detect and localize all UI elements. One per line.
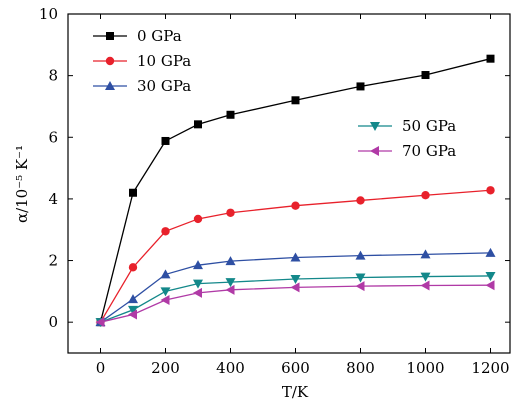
- legend-item: 0 GPa: [93, 27, 182, 45]
- data-point: [193, 279, 203, 289]
- x-tick-label: 400: [216, 359, 245, 377]
- y-tick-label: 10: [39, 5, 58, 23]
- data-point: [226, 208, 235, 217]
- data-point: [290, 252, 301, 262]
- data-point: [225, 284, 235, 295]
- legend-item: 30 GPa: [93, 77, 191, 95]
- data-point: [225, 278, 236, 288]
- y-tick-label: 6: [48, 128, 58, 146]
- data-point: [421, 71, 430, 80]
- data-point: [128, 305, 138, 315]
- data-point: [128, 309, 137, 320]
- data-point: [486, 54, 495, 63]
- data-point: [486, 186, 495, 195]
- data-point: [356, 196, 365, 205]
- data-point: [290, 275, 301, 285]
- data-point: [160, 269, 171, 279]
- data-point: [160, 294, 170, 305]
- series-30-gpa: [95, 247, 496, 327]
- data-point: [356, 82, 365, 91]
- data-point: [485, 247, 496, 257]
- y-tick-label: 2: [48, 252, 58, 270]
- data-point: [291, 201, 300, 210]
- data-point: [194, 120, 202, 129]
- legend-item: 10 GPa: [93, 52, 191, 70]
- data-point: [95, 317, 105, 328]
- data-point: [160, 287, 171, 297]
- x-tick-label: 800: [346, 359, 375, 377]
- x-tick-label: 600: [281, 359, 310, 377]
- data-point: [355, 281, 365, 292]
- data-point: [226, 110, 235, 119]
- legend-label: 10 GPa: [137, 52, 191, 70]
- data-point: [355, 250, 366, 260]
- data-point: [485, 280, 495, 291]
- legend-marker: [105, 56, 115, 66]
- data-point: [420, 249, 431, 259]
- data-point: [420, 280, 430, 291]
- data-point: [421, 191, 430, 200]
- y-tick-label: 0: [48, 313, 58, 331]
- data-point: [129, 188, 137, 197]
- data-point: [128, 263, 138, 272]
- legend-marker: [370, 122, 380, 131]
- y-tick-label: 4: [48, 190, 58, 208]
- legend-marker: [106, 32, 114, 40]
- x-tick-label: 1200: [471, 359, 509, 377]
- legend-marker: [105, 81, 115, 90]
- data-point: [355, 273, 366, 283]
- series-50-gpa: [95, 271, 496, 328]
- data-point: [485, 271, 496, 281]
- data-point: [193, 260, 203, 270]
- x-tick-label: 1000: [406, 359, 444, 377]
- data-point: [193, 214, 203, 224]
- y-axis-title: α/10⁻⁵ K⁻¹: [13, 145, 31, 223]
- legend-label: 50 GPa: [402, 117, 456, 135]
- legend-marker: [370, 146, 379, 156]
- x-tick-label: 0: [96, 359, 106, 377]
- data-point: [225, 256, 236, 266]
- data-point: [290, 282, 300, 293]
- data-point: [128, 294, 138, 304]
- x-axis-title: T/K: [282, 383, 309, 401]
- axes: 0 200 400 600 800 1000 1200 0 2 4 6 8 10: [39, 5, 511, 377]
- series-line: [100, 284, 491, 323]
- series-70-gpa: [95, 280, 495, 328]
- data-point: [193, 287, 202, 298]
- data-point: [161, 227, 170, 236]
- y-tick-label: 8: [48, 67, 58, 85]
- data-point: [420, 272, 431, 282]
- legend-label: 30 GPa: [137, 77, 191, 95]
- series-group: [95, 54, 496, 328]
- data-point: [161, 136, 170, 145]
- legend-label: 70 GPa: [402, 142, 456, 160]
- legend-label: 0 GPa: [137, 27, 182, 45]
- legend-item: 70 GPa: [358, 142, 456, 160]
- legend-item: 50 GPa: [358, 117, 456, 135]
- legend: 0 GPa 10 GPa 30 GPa 50 GPa 70 GPa: [93, 27, 456, 160]
- data-point: [291, 96, 300, 105]
- x-tick-label: 200: [151, 359, 180, 377]
- plot-frame: [67, 13, 511, 354]
